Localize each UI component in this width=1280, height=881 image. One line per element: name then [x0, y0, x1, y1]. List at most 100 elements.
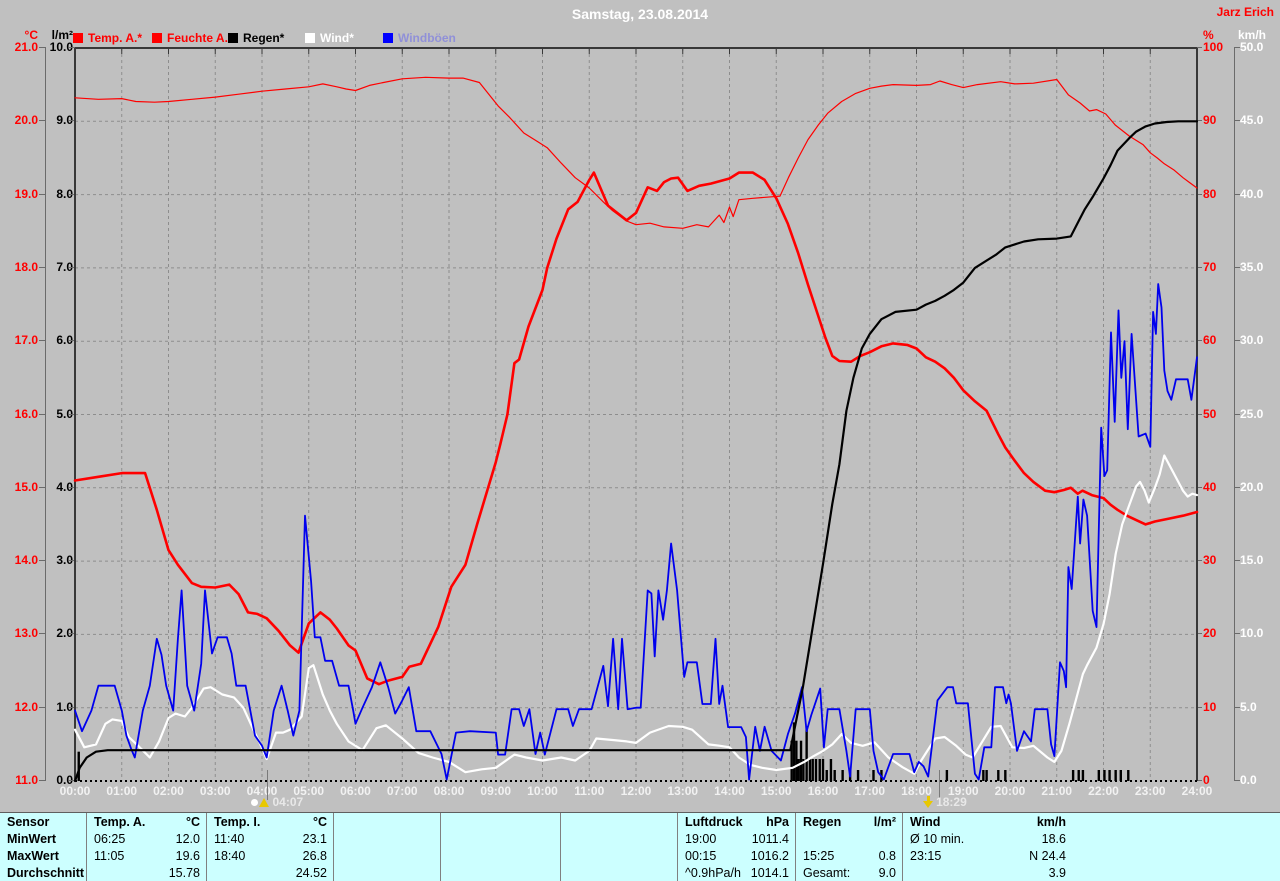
legend-item: Regen*	[228, 31, 284, 45]
table-cell	[560, 830, 677, 847]
table-cell: Wind km/h	[902, 813, 1072, 830]
axis-tick	[1234, 193, 1240, 195]
axis-tick	[69, 706, 75, 708]
axis-tick-label: 0	[1203, 773, 1210, 787]
axis-tick	[1234, 266, 1240, 268]
axis-tick	[69, 413, 75, 415]
axis-tick-label: 19.0	[14, 186, 38, 201]
table-cell-time: ^0.9hPa/h	[685, 865, 741, 880]
table-filler	[1072, 830, 1280, 847]
axis-tick-label: 1.0	[56, 699, 73, 714]
table-cell	[333, 847, 440, 864]
table-cell-time: 23:15	[910, 848, 942, 863]
table-cell-value: 9.0	[878, 865, 896, 880]
axis-tick-label: 5.0	[56, 406, 73, 421]
x-axis-label: 10:00	[527, 784, 558, 798]
series-windb-en	[74, 283, 1198, 781]
legend-swatch-icon	[73, 33, 83, 43]
table-col-unit: l/m²	[873, 814, 896, 829]
axis-tick	[69, 266, 75, 268]
x-axis-label: 11:00	[574, 784, 605, 798]
axis-tick-label: 18.0	[14, 259, 38, 274]
table-cell-time: Gesamt:	[803, 865, 851, 880]
table-col-unit: hPa	[766, 814, 789, 829]
table-cell: 3.9	[902, 864, 1072, 881]
table-cell-value: 15.78	[168, 865, 200, 880]
axis-tick-label: 14.0	[14, 553, 38, 568]
axis-tick	[1197, 340, 1202, 342]
x-axis-label: 14:00	[714, 784, 745, 798]
table-cell	[440, 864, 560, 881]
axis-tick-label: 0.0	[56, 773, 73, 787]
axis-tick-label: 3.0	[56, 553, 73, 568]
axis-tick	[1197, 120, 1202, 122]
x-axis-label: 04:00	[246, 784, 278, 798]
axis-tick	[69, 193, 75, 195]
table-cell-time: 18:40	[214, 848, 246, 863]
axis-tick	[69, 560, 75, 562]
legend-label: Temp. A.*	[88, 31, 143, 45]
table-cell-time: Ø 10 min.	[910, 831, 965, 846]
table-cell: 11:05 19.6	[86, 847, 206, 864]
axis-tick	[1197, 266, 1202, 268]
axis-tick-label: 80	[1203, 186, 1217, 201]
x-axis-label: 07:00	[386, 784, 418, 798]
table-col-unit: °C	[185, 814, 200, 829]
table-row-label-text: Durchschnitt	[7, 865, 85, 880]
axis-tick-label: 50	[1203, 406, 1217, 421]
table-cell-value: 1016.2	[750, 848, 789, 863]
axis-tick-label: 30.0	[1240, 333, 1264, 348]
legend-swatch-icon	[305, 33, 315, 43]
sunrise-icon	[259, 798, 270, 807]
marker-tick-line	[266, 770, 268, 800]
table-row-label-text: MinWert	[7, 831, 57, 846]
axis-tick	[1197, 486, 1202, 488]
sunset-icon	[923, 796, 934, 808]
marker-time-label: 04:07	[272, 795, 304, 809]
x-axis-label: 24:00	[1181, 784, 1213, 798]
axis-tick-label: 100	[1203, 40, 1224, 54]
axis-tick	[39, 706, 45, 708]
statistics-table: Sensor Temp. A. °C Temp. I. °C Luftdruck hPa Re…	[0, 812, 1280, 881]
x-axis-label: 22:00	[1088, 784, 1119, 798]
table-col-header: Regen	[803, 814, 842, 829]
table-cell	[333, 830, 440, 847]
marker-time-label: 18:29	[936, 795, 967, 809]
table-cell	[333, 813, 440, 830]
axis-tick	[1234, 486, 1240, 488]
table-cell-time: 00:15	[685, 848, 717, 863]
axis-tick-label: 7.0	[56, 259, 73, 274]
table-cell-value: 0.8	[878, 848, 896, 863]
table-cell: Temp. A. °C	[86, 813, 206, 830]
axis-tick-label: 45.0	[1240, 113, 1264, 128]
legend-label: Wind*	[320, 31, 354, 45]
axis-tick-label: 20	[1203, 626, 1217, 641]
table-cell-value: N 24.4	[1029, 848, 1066, 863]
table-row-label: Durchschnitt	[0, 864, 86, 881]
table-cell: Temp. I. °C	[206, 813, 333, 830]
table-cell-value: 19.6	[175, 848, 200, 863]
axis-tick	[1234, 780, 1240, 781]
sunrise-marker: 04:07	[251, 795, 303, 809]
axis-line	[45, 47, 46, 781]
x-axis-label: 16:00	[807, 784, 839, 798]
axis-tick	[1234, 560, 1240, 562]
legend-item: Feuchte A.*	[152, 31, 233, 45]
axis-tick	[1234, 120, 1240, 122]
weather-plot	[73, 47, 1199, 783]
axis-tick-label: 2.0	[56, 626, 73, 641]
axis-tick-label: 20.0	[1240, 479, 1264, 494]
page-title: Samstag, 23.08.2014	[571, 6, 709, 22]
x-axis-label: 01:00	[106, 784, 138, 798]
axis-tick	[69, 633, 75, 635]
x-axis-label: 20:00	[994, 784, 1026, 798]
axis-tick-label: 20.0	[14, 113, 38, 128]
series-temp-a-	[73, 171, 1199, 686]
x-axis-label: 23:00	[1134, 784, 1166, 798]
table-cell-value: 12.0	[175, 831, 200, 846]
table-cell-value: 24.52	[295, 865, 327, 880]
table-cell-value: 26.8	[302, 848, 327, 863]
table-cell: 11:40 23.1	[206, 830, 333, 847]
axis-tick	[1197, 780, 1202, 781]
table-row-label-text: Sensor	[7, 814, 50, 829]
